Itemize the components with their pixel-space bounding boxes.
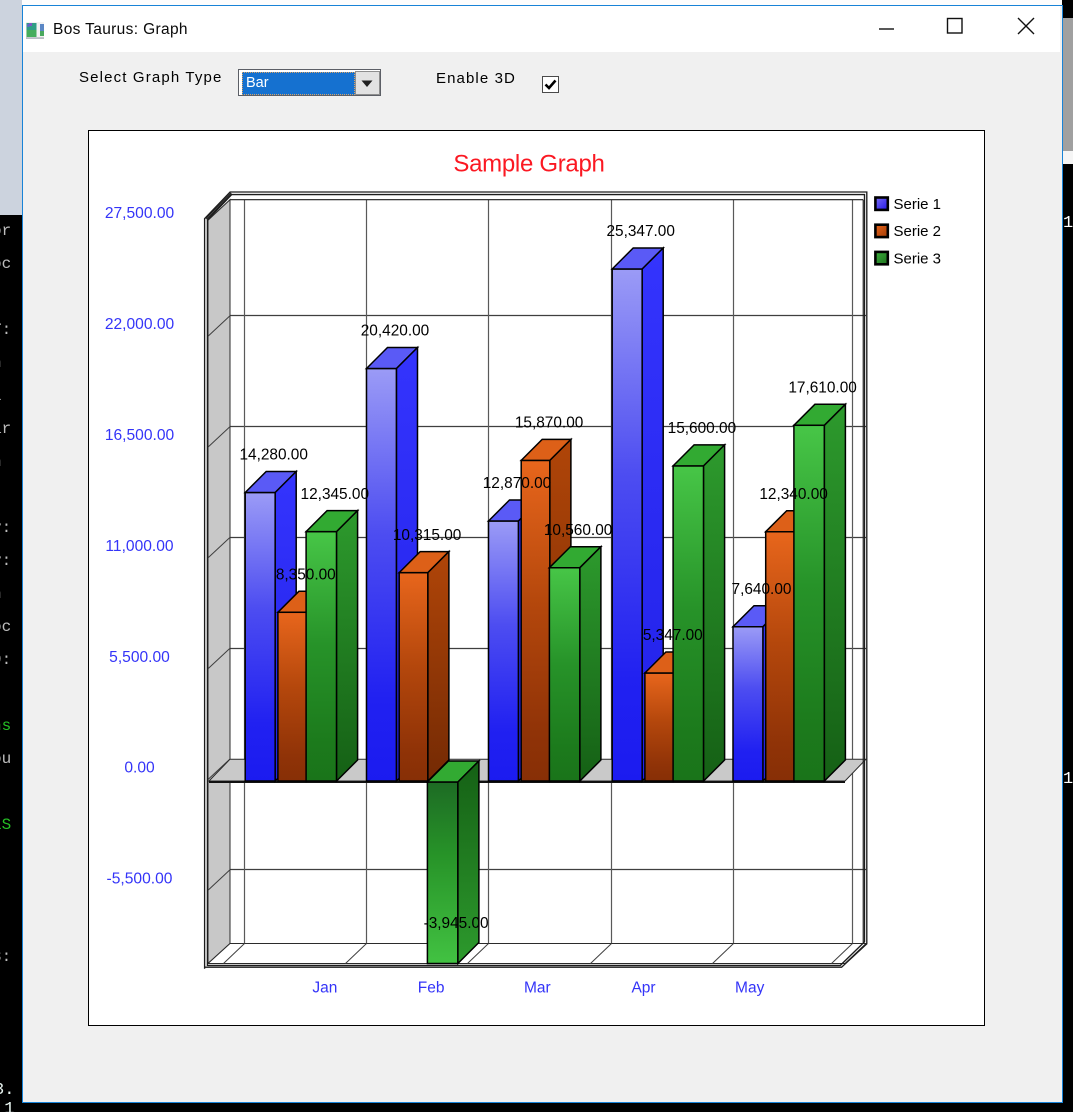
svg-text:14,280.00: 14,280.00 (239, 447, 307, 464)
svg-text:0.00: 0.00 (124, 760, 155, 777)
svg-text:Mar: Mar (524, 980, 551, 997)
svg-text:Sample Graph: Sample Graph (453, 151, 604, 178)
svg-text:Serie 2: Serie 2 (894, 223, 942, 240)
svg-text:8,350.00: 8,350.00 (276, 567, 336, 584)
svg-text:16,500.00: 16,500.00 (105, 427, 175, 444)
svg-text:27,500.00: 27,500.00 (105, 205, 175, 222)
svg-text:12,345.00: 12,345.00 (301, 486, 369, 503)
svg-text:15,600.00: 15,600.00 (668, 420, 736, 437)
svg-text:10,315.00: 10,315.00 (393, 527, 461, 544)
svg-text:17,610.00: 17,610.00 (788, 380, 856, 397)
svg-text:20,420.00: 20,420.00 (361, 323, 429, 340)
svg-text:-5,500.00: -5,500.00 (107, 871, 173, 888)
svg-text:Serie 3: Serie 3 (894, 250, 942, 267)
svg-text:15,870.00: 15,870.00 (515, 415, 583, 432)
svg-text:May: May (735, 980, 765, 997)
svg-text:Apr: Apr (631, 980, 655, 997)
svg-text:5,500.00: 5,500.00 (109, 649, 170, 666)
svg-text:10,560.00: 10,560.00 (544, 522, 612, 539)
svg-text:12,870.00: 12,870.00 (483, 475, 551, 492)
svg-text:25,347.00: 25,347.00 (606, 223, 674, 240)
svg-text:12,340.00: 12,340.00 (759, 486, 827, 503)
svg-text:11,000.00: 11,000.00 (105, 538, 174, 555)
svg-text:22,000.00: 22,000.00 (105, 316, 175, 333)
svg-text:Serie 1: Serie 1 (894, 196, 942, 213)
svg-text:Jan: Jan (312, 980, 337, 997)
svg-text:5,347.00: 5,347.00 (643, 627, 703, 644)
svg-text:-3,945.00: -3,945.00 (424, 915, 489, 932)
svg-text:7,640.00: 7,640.00 (732, 581, 792, 598)
svg-text:Feb: Feb (418, 980, 445, 997)
